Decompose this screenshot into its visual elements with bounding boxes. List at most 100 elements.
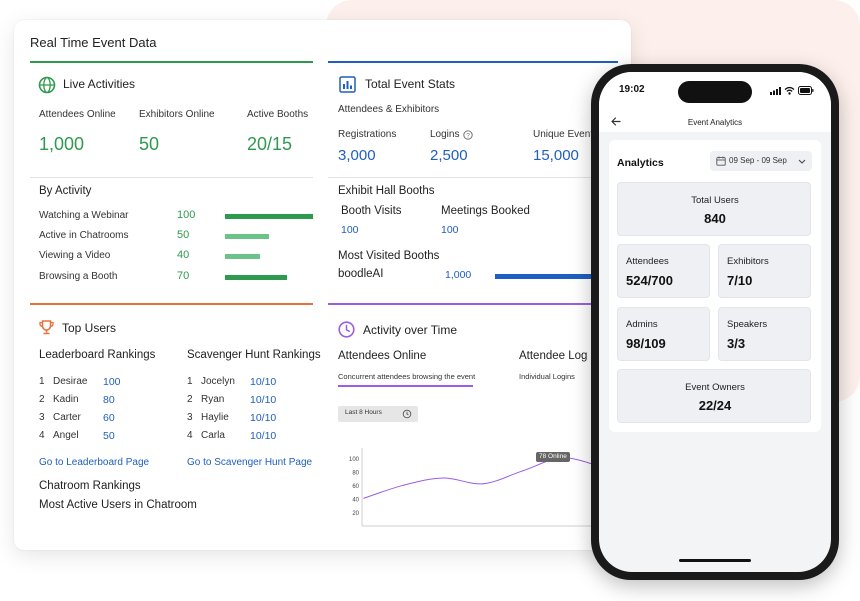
leaderboard-score: 50 [103, 430, 115, 442]
leaderboard-rank: 1 [39, 376, 45, 387]
date-range-selector[interactable]: 09 Sep - 09 Sep [710, 151, 812, 171]
leaderboard-title: Leaderboard Rankings [39, 349, 156, 361]
activity-value-chatrooms: 50 [177, 229, 190, 241]
svg-text:?: ? [466, 133, 470, 140]
chart-point [482, 483, 484, 485]
unique-event-value: 15,000 [533, 147, 579, 164]
total-stats-rule [328, 61, 618, 63]
by-activity-title: By Activity [39, 185, 92, 197]
leaderboard-name: Kadin [53, 394, 79, 405]
chart-point [442, 477, 444, 479]
time-range-label: Last 8 Hours [345, 409, 382, 416]
leaderboard-name: Carter [53, 412, 81, 423]
time-range-button[interactable]: Last 8 Hours [338, 406, 418, 422]
activity-bar-video [225, 254, 260, 259]
divider [30, 177, 313, 178]
activity-line-chart: 100806040201:00PM2:003:004:005:006:007:0… [349, 448, 622, 527]
phone-frame: 19:02 Event Analytics Analytics [591, 64, 839, 580]
divider [328, 177, 618, 178]
attendees-online-label: Attendees Online [39, 109, 116, 120]
chart-series-line [363, 457, 603, 499]
scavenger-link[interactable]: Go to Scavenger Hunt Page [187, 457, 313, 468]
top-users-rule [30, 303, 313, 305]
tab-active-indicator [338, 385, 473, 387]
scavenger-title: Scavenger Hunt Rankings [187, 349, 321, 361]
tab-logins-description: Individual Logins [519, 372, 575, 381]
help-icon[interactable]: ? [463, 130, 473, 140]
meetings-booked-label: Meetings Booked [441, 205, 530, 217]
booth-visits-value: 100 [341, 224, 359, 236]
tab-attendee-logins[interactable]: Attendee Log [519, 350, 588, 362]
chatroom-subtitle: Most Active Users in Chatroom [39, 499, 197, 511]
tab-attendees-online[interactable]: Attendees Online [338, 350, 427, 362]
analytics-heading: Analytics [617, 157, 664, 169]
logins-value: 2,500 [430, 147, 468, 164]
chart-y-tick-label: 40 [352, 498, 359, 504]
tile-admins[interactable]: Admins 98/109 [617, 307, 710, 361]
activity-label-video: Viewing a Video [39, 250, 111, 261]
chart-y-tick-label: 100 [349, 457, 360, 463]
live-activities-header: Live Activities [63, 77, 136, 91]
leaderboard-link[interactable]: Go to Leaderboard Page [39, 457, 150, 468]
battery-icon [798, 86, 814, 95]
leaderboard-name: Desirae [53, 376, 88, 387]
scavenger-score: 10/10 [250, 394, 277, 406]
leaderboard-score: 80 [103, 394, 115, 406]
status-time: 19:02 [619, 84, 645, 95]
phone-title: Event Analytics [687, 118, 743, 127]
leaderboard-score: 100 [103, 376, 121, 388]
tile-event-owners[interactable]: Event Owners 22/24 [617, 369, 811, 423]
logins-label: Logins [430, 129, 460, 140]
leaderboard-rank: 4 [39, 430, 45, 441]
dynamic-island [678, 81, 752, 103]
chevron-down-icon [798, 159, 806, 164]
scavenger-score: 10/10 [250, 376, 277, 388]
chatroom-title: Chatroom Rankings [39, 480, 141, 492]
analytics-card: Analytics 09 Sep - 09 Sep Total Users 84… [609, 140, 821, 432]
tile-exhibitors[interactable]: Exhibitors 7/10 [718, 244, 811, 298]
live-rule [30, 61, 313, 63]
tile-speakers[interactable]: Speakers 3/3 [718, 307, 811, 361]
unique-event-label: Unique Event [533, 129, 594, 140]
activity-label-chatrooms: Active in Chatrooms [39, 230, 129, 241]
leaderboard-name: Angel [53, 430, 79, 441]
attendees-online-value: 1,000 [39, 134, 85, 154]
exhibit-hall-title: Exhibit Hall Booths [338, 185, 435, 197]
activity-bar-booth [225, 275, 287, 280]
total-users-label: Total Users [691, 195, 739, 206]
top-users-header: Top Users [62, 321, 117, 335]
tab-online-description: Concurrent attendees browsing the event [338, 372, 476, 381]
bar-chart-icon [339, 76, 356, 93]
exhibitors-value: 7/10 [727, 273, 753, 288]
most-visited-value: 1,000 [445, 269, 472, 281]
globe-icon [38, 76, 56, 94]
activity-value-webinar: 100 [177, 209, 196, 221]
attendees-label: Attendees [626, 256, 669, 267]
scavenger-name: Jocelyn [201, 376, 235, 387]
active-booths-value: 20/15 [247, 134, 293, 154]
scavenger-name: Carla [201, 430, 225, 441]
tile-attendees[interactable]: Attendees 524/700 [617, 244, 710, 298]
signal-icon [770, 87, 781, 95]
admins-value: 98/109 [626, 336, 666, 351]
activity-label-booth: Browsing a Booth [39, 271, 118, 282]
scavenger-rank: 4 [187, 430, 193, 441]
attendees-value: 524/700 [626, 273, 673, 288]
most-visited-name: boodleAI [338, 268, 384, 280]
back-arrow-icon[interactable] [611, 117, 621, 126]
date-range-label: 09 Sep - 09 Sep [729, 156, 787, 165]
chart-y-tick-label: 60 [352, 484, 359, 490]
registrations-value: 3,000 [338, 147, 376, 164]
scavenger-name: Ryan [201, 394, 225, 405]
active-booths-label: Active Booths [247, 109, 309, 120]
activity-bar-webinar [225, 214, 313, 219]
total-users-value: 840 [704, 211, 726, 226]
activity-time-header: Activity over Time [363, 323, 458, 337]
most-visited-title: Most Visited Booths [338, 250, 440, 262]
scavenger-name: Haylie [201, 412, 229, 423]
tile-total-users[interactable]: Total Users 840 [617, 182, 811, 236]
chart-tooltip-label: 78 Online [539, 453, 567, 460]
exhibitors-online-label: Exhibitors Online [139, 109, 215, 120]
exhibitors-online-value: 50 [139, 134, 160, 154]
chart-point [403, 484, 405, 486]
